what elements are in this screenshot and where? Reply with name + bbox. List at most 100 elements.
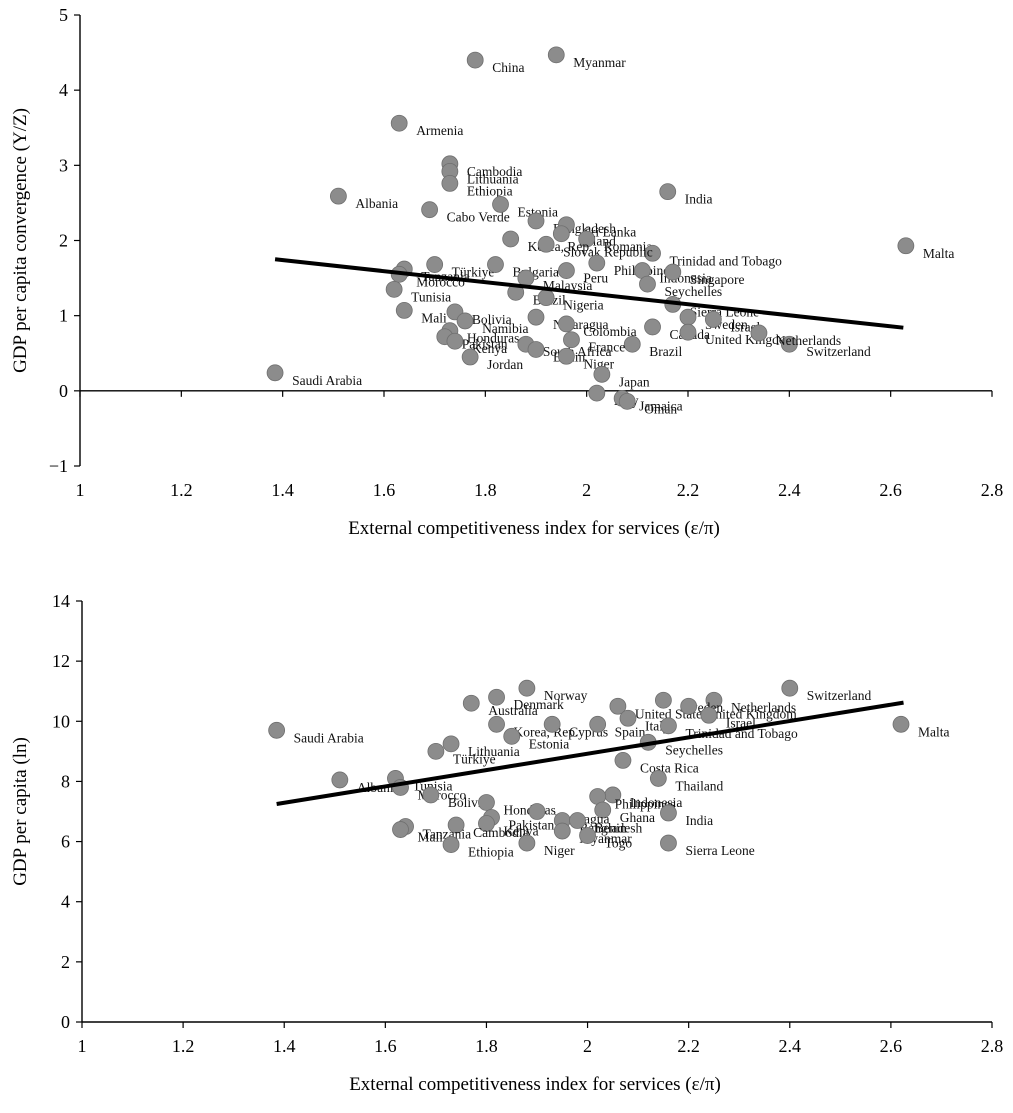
point-label: Benin	[594, 821, 626, 836]
data-point[interactable]	[547, 46, 565, 64]
data-point[interactable]	[588, 254, 606, 272]
data-point[interactable]	[488, 688, 505, 706]
data-point[interactable]	[421, 201, 439, 219]
data-point[interactable]	[594, 801, 612, 819]
data-point[interactable]	[527, 212, 545, 230]
data-point[interactable]	[660, 834, 677, 852]
data-point[interactable]	[268, 721, 286, 739]
point-label: Niger	[583, 356, 614, 371]
data-point[interactable]	[518, 834, 536, 852]
data-point[interactable]	[266, 364, 284, 382]
data-point[interactable]	[588, 384, 606, 402]
data-point[interactable]	[331, 771, 349, 789]
y-axis-title: GDP per capita convergence (Y/Z)	[10, 108, 31, 373]
data-point[interactable]	[426, 256, 444, 273]
data-point[interactable]	[447, 816, 465, 834]
data-point[interactable]	[897, 237, 915, 255]
data-point[interactable]	[649, 770, 667, 787]
data-point[interactable]	[441, 174, 459, 192]
data-point[interactable]	[537, 235, 555, 253]
data-point[interactable]	[558, 262, 575, 279]
data-point[interactable]	[654, 691, 672, 709]
data-point[interactable]	[492, 196, 509, 213]
point-label: Switzerland	[807, 688, 872, 703]
data-point[interactable]	[614, 751, 632, 769]
data-point[interactable]	[446, 332, 464, 350]
data-point[interactable]	[456, 312, 474, 330]
y-tick-label: −1	[49, 456, 68, 476]
point-label: Pakistan	[509, 818, 555, 833]
y-tick-label: 2	[59, 231, 68, 251]
data-point[interactable]	[579, 827, 596, 844]
data-point[interactable]	[422, 786, 440, 804]
data-point[interactable]	[644, 244, 661, 262]
data-point[interactable]	[679, 308, 697, 326]
data-point[interactable]	[780, 335, 798, 353]
data-point[interactable]	[680, 697, 698, 715]
data-point[interactable]	[569, 812, 586, 829]
data-point[interactable]	[527, 341, 545, 358]
data-point[interactable]	[537, 289, 555, 307]
data-point[interactable]	[578, 230, 596, 248]
data-point[interactable]	[705, 691, 723, 709]
data-point[interactable]	[487, 256, 504, 273]
y-tick-label: 5	[59, 5, 68, 25]
data-point[interactable]	[644, 318, 661, 336]
data-point[interactable]	[660, 717, 677, 735]
data-point[interactable]	[527, 308, 545, 326]
data-point[interactable]	[466, 51, 484, 69]
data-point[interactable]	[543, 715, 561, 733]
data-point[interactable]	[478, 794, 495, 811]
y-tick-label: 2	[61, 952, 70, 972]
data-point[interactable]	[518, 679, 536, 697]
data-point[interactable]	[781, 679, 799, 697]
data-point[interactable]	[609, 697, 627, 715]
point-label: Costa Rica	[640, 760, 699, 775]
x-tick-label: 1	[78, 1036, 87, 1056]
data-point[interactable]	[461, 348, 479, 366]
data-point[interactable]	[553, 822, 571, 840]
data-point[interactable]	[558, 315, 575, 333]
data-point[interactable]	[390, 114, 408, 132]
point-label: Seychelles	[665, 742, 723, 757]
point-label: Albania	[355, 196, 398, 211]
data-point[interactable]	[704, 311, 722, 328]
data-point[interactable]	[664, 263, 682, 281]
data-point[interactable]	[462, 694, 480, 712]
data-point[interactable]	[750, 324, 768, 342]
data-point[interactable]	[618, 392, 636, 410]
data-point[interactable]	[679, 323, 697, 341]
data-point[interactable]	[427, 742, 445, 760]
data-point[interactable]	[558, 347, 575, 365]
data-point[interactable]	[503, 727, 521, 745]
data-point[interactable]	[659, 183, 677, 201]
data-point[interactable]	[660, 804, 677, 822]
data-point[interactable]	[488, 715, 505, 733]
point-label: United Kingdom	[706, 706, 798, 721]
data-point[interactable]	[329, 187, 347, 205]
data-point[interactable]	[619, 709, 637, 727]
data-point[interactable]	[392, 821, 409, 838]
point-label: Togo	[605, 836, 633, 851]
data-point[interactable]	[589, 715, 607, 733]
data-point[interactable]	[528, 803, 546, 820]
y-tick-label: 12	[52, 651, 70, 671]
data-point[interactable]	[593, 365, 611, 383]
data-point[interactable]	[442, 735, 460, 753]
data-point[interactable]	[623, 335, 641, 353]
x-tick-label: 1	[76, 480, 85, 500]
point-label: Norway	[544, 688, 588, 703]
data-point[interactable]	[892, 715, 910, 733]
data-point[interactable]	[563, 331, 580, 349]
point-label: Brazil	[649, 344, 682, 359]
data-point[interactable]	[517, 269, 535, 287]
data-point[interactable]	[639, 275, 656, 293]
data-point[interactable]	[700, 706, 718, 724]
data-point[interactable]	[395, 302, 413, 319]
data-point[interactable]	[552, 225, 570, 243]
data-point[interactable]	[478, 815, 495, 832]
data-point[interactable]	[442, 836, 460, 853]
data-point[interactable]	[502, 230, 520, 248]
gdp-per-capita-panel: 0 2 4 6 8 10 12 14 1 1.2 1.4 1.6 1.8 2 2.2 2.4 2.6 2.8 Ext…	[10, 591, 1003, 1095]
data-point[interactable]	[385, 280, 403, 298]
